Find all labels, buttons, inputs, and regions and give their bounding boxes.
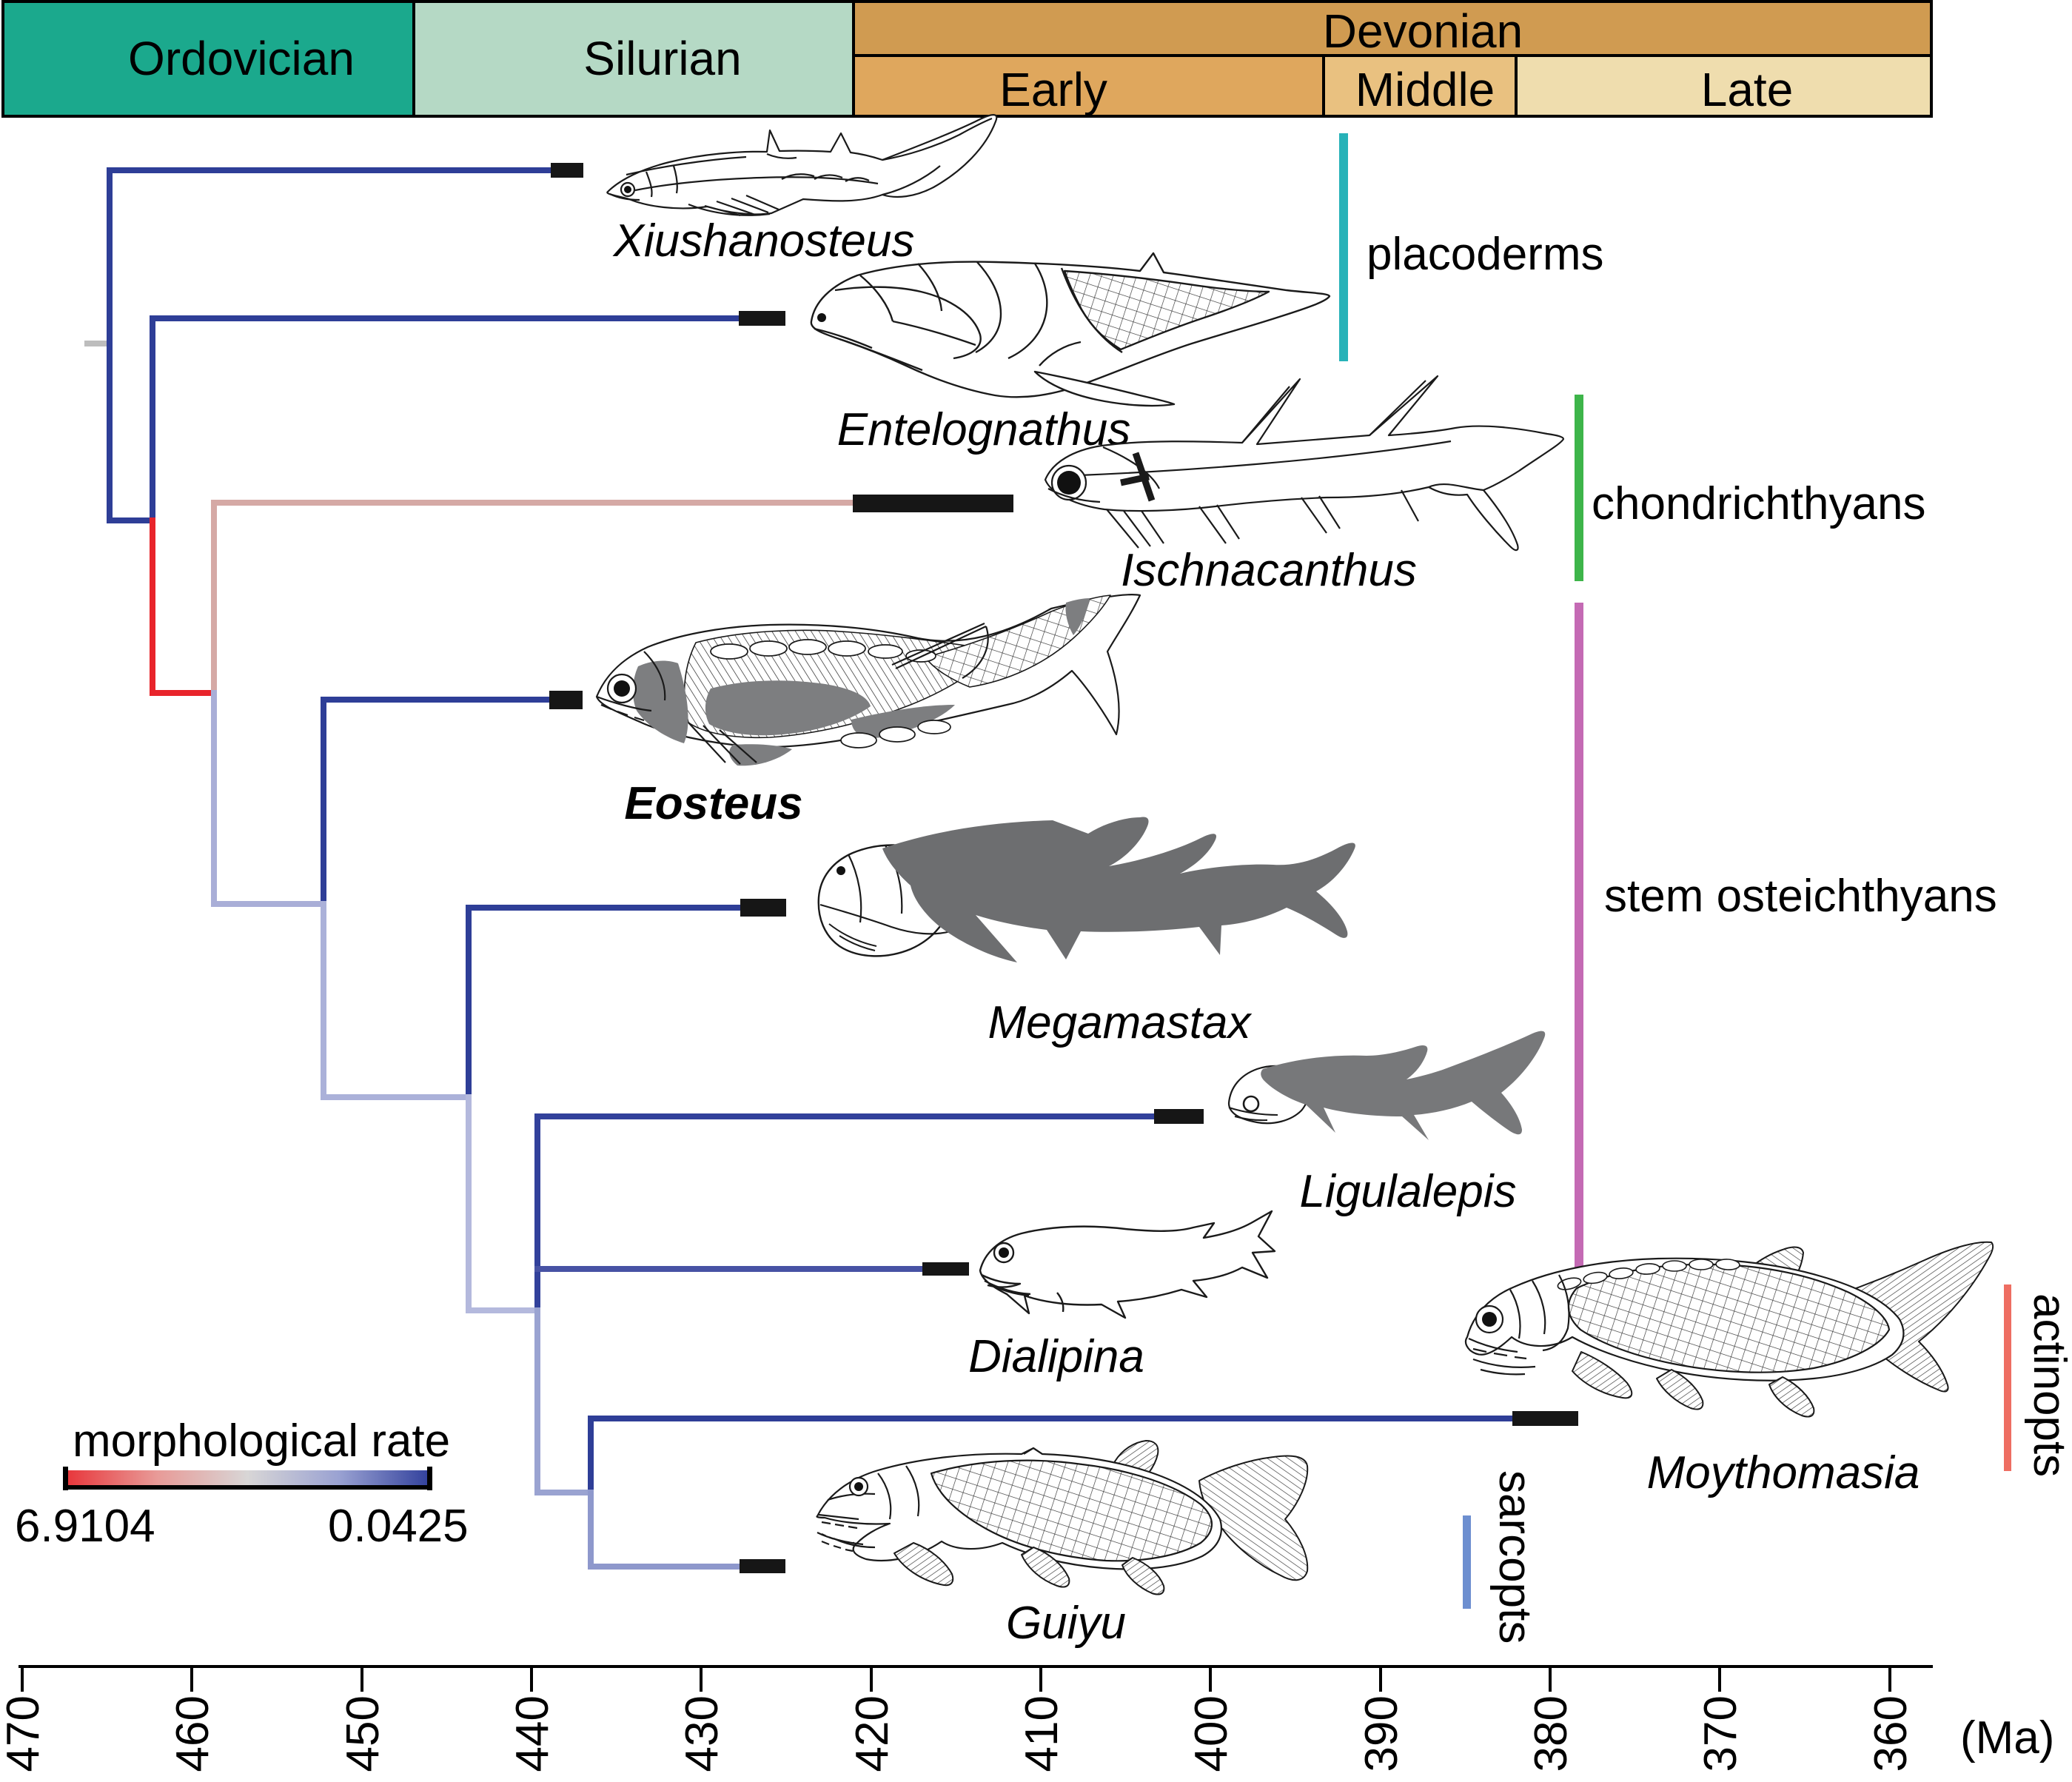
svg-text:(Ma): (Ma)	[1960, 1712, 2054, 1763]
svg-text:Moythomasia: Moythomasia	[1647, 1447, 1920, 1498]
svg-text:390: 390	[1356, 1695, 1407, 1772]
svg-text:chondrichthyans: chondrichthyans	[1592, 478, 1926, 529]
svg-text:actinopts: actinopts	[2024, 1293, 2072, 1477]
svg-text:430: 430	[677, 1695, 728, 1772]
svg-text:470: 470	[0, 1695, 49, 1772]
svg-text:Xiushanosteus: Xiushanosteus	[612, 215, 915, 267]
svg-text:Ischnacanthus: Ischnacanthus	[1121, 545, 1417, 596]
svg-text:Ordovician: Ordovician	[128, 32, 355, 85]
svg-text:360: 360	[1865, 1695, 1917, 1772]
svg-text:Devonian: Devonian	[1323, 4, 1523, 58]
svg-text:Silurian: Silurian	[583, 32, 741, 85]
svg-text:460: 460	[167, 1695, 218, 1772]
svg-text:Megamastax: Megamastax	[988, 997, 1253, 1048]
svg-text:6.9104: 6.9104	[15, 1501, 155, 1552]
svg-text:Middle: Middle	[1355, 63, 1495, 116]
svg-text:morphological rate: morphological rate	[73, 1416, 450, 1467]
svg-text:0.0425: 0.0425	[328, 1501, 469, 1552]
svg-text:Eosteus: Eosteus	[624, 778, 802, 829]
svg-text:420: 420	[847, 1695, 898, 1772]
svg-text:440: 440	[507, 1695, 558, 1772]
svg-text:Entelognathus: Entelognathus	[837, 404, 1130, 455]
svg-text:Early: Early	[999, 63, 1107, 116]
svg-text:380: 380	[1526, 1695, 1577, 1772]
svg-text:Dialipina: Dialipina	[968, 1331, 1144, 1382]
svg-text:370: 370	[1695, 1695, 1746, 1772]
svg-text:Late: Late	[1701, 63, 1794, 116]
svg-text:stem osteichthyans: stem osteichthyans	[1604, 871, 1997, 922]
svg-text:400: 400	[1186, 1695, 1237, 1772]
svg-text:sarcopts: sarcopts	[1489, 1470, 1540, 1644]
svg-text:Ligulalepis: Ligulalepis	[1300, 1166, 1517, 1217]
svg-text:Guiyu: Guiyu	[1006, 1598, 1126, 1649]
svg-text:placoderms: placoderms	[1367, 229, 1603, 280]
svg-text:410: 410	[1016, 1695, 1067, 1772]
svg-text:450: 450	[338, 1695, 389, 1772]
